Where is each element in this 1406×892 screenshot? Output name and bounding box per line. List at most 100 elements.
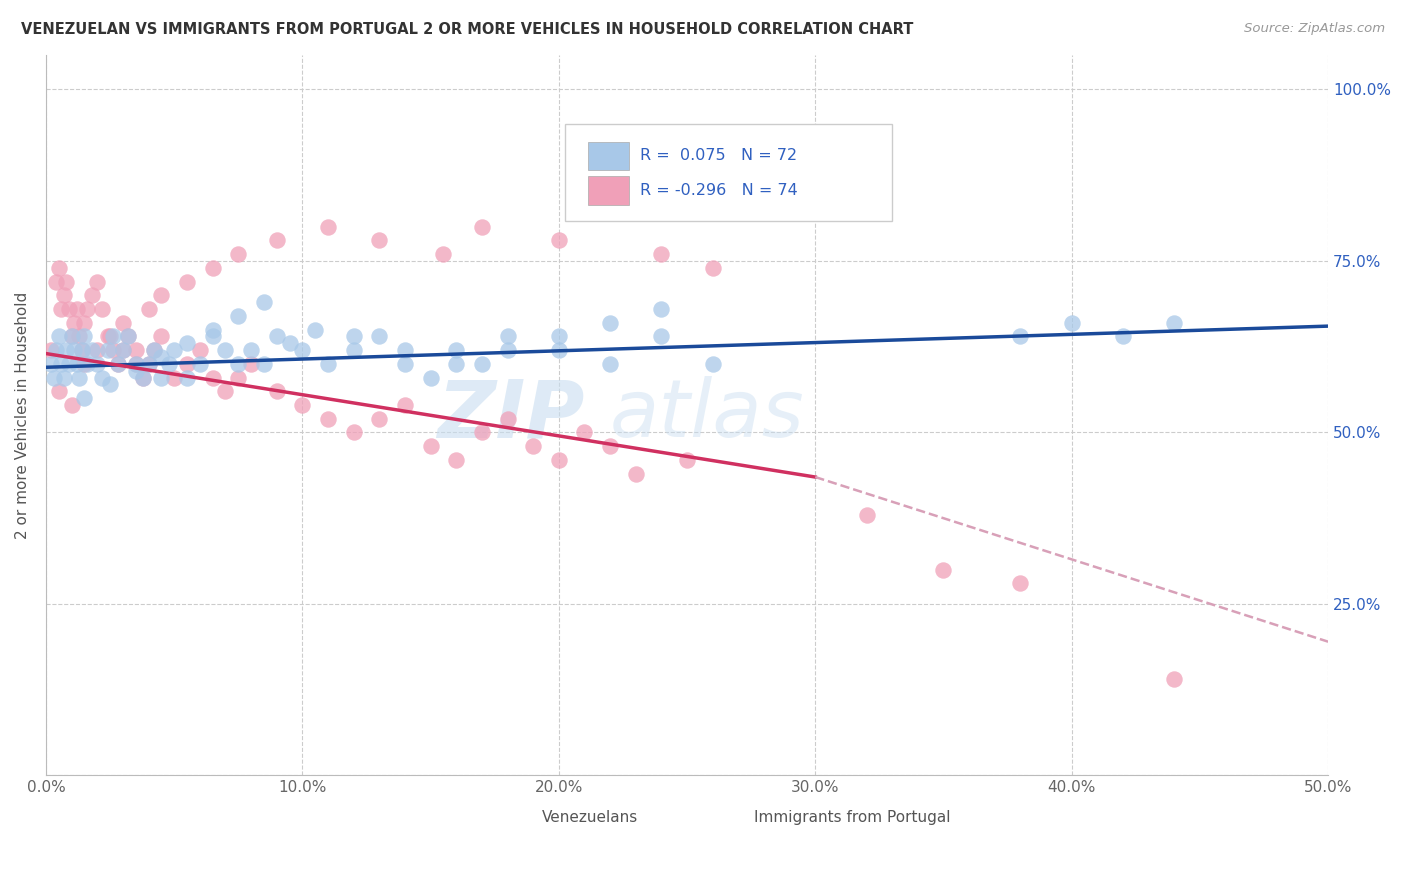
Point bbox=[107, 357, 129, 371]
Point bbox=[547, 343, 569, 358]
Point bbox=[107, 357, 129, 371]
Point bbox=[39, 357, 62, 371]
Point bbox=[702, 260, 724, 275]
Point bbox=[39, 343, 62, 358]
Point bbox=[394, 343, 416, 358]
Point bbox=[96, 329, 118, 343]
Point bbox=[214, 384, 236, 399]
Point bbox=[1010, 329, 1032, 343]
Point bbox=[368, 329, 391, 343]
Point bbox=[432, 247, 454, 261]
Point bbox=[316, 411, 339, 425]
Point bbox=[73, 391, 96, 405]
Text: Immigrants from Portugal: Immigrants from Portugal bbox=[754, 811, 950, 825]
Point bbox=[855, 508, 877, 522]
Text: Venezuelans: Venezuelans bbox=[543, 811, 638, 825]
Point bbox=[266, 329, 288, 343]
Point bbox=[650, 301, 672, 316]
Point bbox=[70, 343, 93, 358]
FancyBboxPatch shape bbox=[713, 806, 745, 830]
Point bbox=[91, 370, 114, 384]
Point bbox=[58, 357, 80, 371]
Point bbox=[55, 275, 77, 289]
Point bbox=[132, 370, 155, 384]
Point bbox=[42, 370, 65, 384]
Point bbox=[176, 370, 198, 384]
Point bbox=[51, 357, 73, 371]
Point bbox=[138, 357, 160, 371]
Point bbox=[150, 329, 173, 343]
Point bbox=[82, 343, 104, 358]
Point bbox=[214, 343, 236, 358]
Point bbox=[132, 370, 155, 384]
Point bbox=[52, 288, 75, 302]
Point bbox=[266, 233, 288, 247]
Text: Source: ZipAtlas.com: Source: ZipAtlas.com bbox=[1244, 22, 1385, 36]
Point bbox=[240, 357, 263, 371]
Point bbox=[60, 329, 83, 343]
Point bbox=[226, 247, 249, 261]
Point bbox=[142, 343, 165, 358]
Point bbox=[188, 357, 211, 371]
Text: VENEZUELAN VS IMMIGRANTS FROM PORTUGAL 2 OR MORE VEHICLES IN HOUSEHOLD CORRELATI: VENEZUELAN VS IMMIGRANTS FROM PORTUGAL 2… bbox=[21, 22, 914, 37]
Point bbox=[48, 260, 70, 275]
Point bbox=[599, 439, 621, 453]
Text: atlas: atlas bbox=[610, 376, 804, 454]
Point bbox=[51, 301, 73, 316]
Text: R = -0.296   N = 74: R = -0.296 N = 74 bbox=[640, 183, 797, 198]
Point bbox=[1010, 576, 1032, 591]
Point bbox=[201, 329, 224, 343]
Point bbox=[599, 316, 621, 330]
Point bbox=[60, 398, 83, 412]
Point bbox=[1060, 316, 1083, 330]
Point bbox=[496, 343, 519, 358]
Point bbox=[188, 343, 211, 358]
Point bbox=[1163, 316, 1185, 330]
Point bbox=[125, 357, 148, 371]
Point bbox=[76, 301, 98, 316]
Point bbox=[394, 357, 416, 371]
Point bbox=[446, 453, 468, 467]
Point bbox=[98, 329, 121, 343]
FancyBboxPatch shape bbox=[588, 176, 630, 205]
Point bbox=[343, 343, 366, 358]
Point bbox=[278, 336, 301, 351]
Point bbox=[150, 370, 173, 384]
Point bbox=[86, 343, 108, 358]
Point bbox=[70, 343, 93, 358]
Point bbox=[253, 295, 276, 310]
Point bbox=[60, 329, 83, 343]
Point bbox=[650, 329, 672, 343]
Point bbox=[55, 343, 77, 358]
Point bbox=[702, 357, 724, 371]
Point bbox=[138, 357, 160, 371]
Point bbox=[471, 219, 494, 234]
Point bbox=[446, 343, 468, 358]
Point bbox=[368, 411, 391, 425]
Point bbox=[111, 343, 134, 358]
Point bbox=[650, 247, 672, 261]
Point bbox=[547, 453, 569, 467]
FancyBboxPatch shape bbox=[501, 806, 533, 830]
Point bbox=[163, 370, 186, 384]
Point bbox=[624, 467, 647, 481]
Point bbox=[419, 439, 441, 453]
Point bbox=[226, 309, 249, 323]
Point bbox=[316, 219, 339, 234]
Point bbox=[63, 316, 86, 330]
Point bbox=[48, 329, 70, 343]
Point bbox=[471, 425, 494, 440]
Point bbox=[101, 343, 124, 358]
Point bbox=[45, 275, 67, 289]
Point bbox=[67, 370, 90, 384]
Point bbox=[63, 343, 86, 358]
Point bbox=[125, 343, 148, 358]
Point bbox=[201, 260, 224, 275]
Point bbox=[932, 563, 955, 577]
Point bbox=[45, 343, 67, 358]
Point bbox=[82, 288, 104, 302]
Point bbox=[240, 343, 263, 358]
Point bbox=[101, 329, 124, 343]
Point bbox=[73, 329, 96, 343]
Point bbox=[58, 301, 80, 316]
